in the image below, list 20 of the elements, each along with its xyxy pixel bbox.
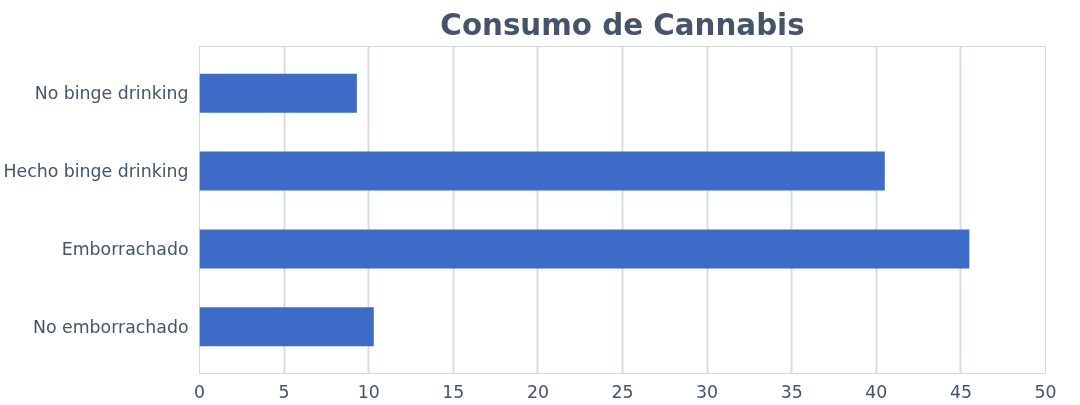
y-tick-label: Hecho binge drinking [3, 161, 189, 182]
x-tick-label: 45 [949, 381, 972, 402]
x-tick-label: 25 [611, 381, 634, 402]
bar [199, 307, 374, 347]
bar [199, 151, 885, 191]
x-tick-label: 15 [442, 381, 465, 402]
y-tick-label: No emborrachado [33, 316, 189, 337]
x-tick-label: 40 [865, 381, 888, 402]
x-tick-label: 30 [696, 381, 719, 402]
x-tick-label: 20 [526, 381, 549, 402]
x-tick-label: 10 [357, 381, 380, 402]
y-tick-label: Emborrachado [61, 238, 189, 259]
x-tick-label: 5 [278, 381, 290, 402]
x-tick-label: 0 [193, 381, 206, 402]
chart-title: Consumo de Cannabis [440, 7, 805, 42]
bar [199, 73, 357, 113]
bar [199, 229, 970, 269]
x-tick-label: 35 [780, 381, 803, 402]
x-tick-label: 50 [1034, 381, 1057, 402]
y-tick-label: No binge drinking [34, 83, 189, 104]
